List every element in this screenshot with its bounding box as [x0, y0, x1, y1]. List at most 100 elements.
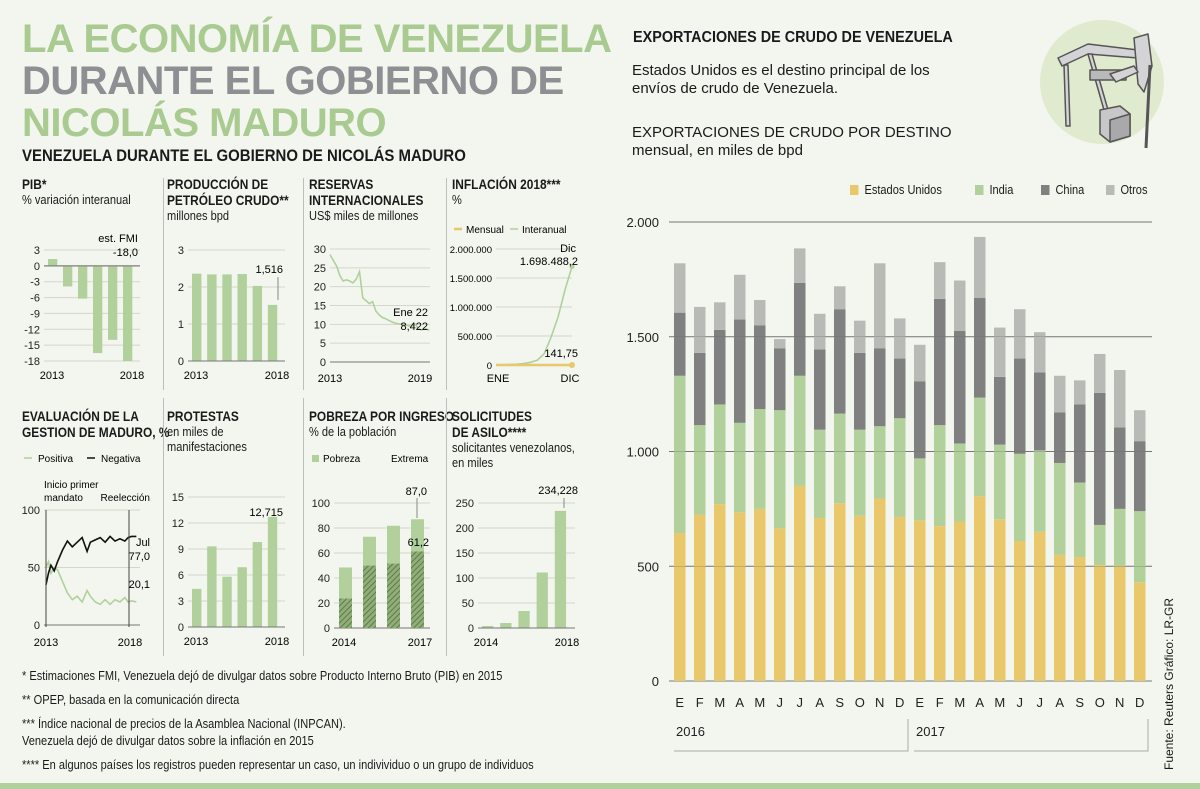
y-tick-label: 2.000: [626, 215, 659, 230]
x-tick-label: DIC: [561, 373, 580, 385]
y-tick-label: 500.000: [458, 332, 492, 343]
bar-segment-india: [1114, 508, 1126, 567]
x-tick-label: J: [777, 695, 784, 710]
panel-subtitle: US$ miles de millones: [309, 208, 419, 223]
legend-label: Positiva: [38, 454, 73, 465]
legend-label: Otros: [1120, 182, 1148, 197]
y-tick-label: 30: [314, 244, 326, 256]
bar-segment-otros: [994, 327, 1006, 377]
bar-segment-otros: [954, 280, 966, 332]
y-tick-label: 150: [456, 548, 474, 560]
bar-segment-estados-unidos: [674, 532, 686, 681]
infographic-title: LA ECONOMÍA DE VENEZUELA DURANTE EL GOBI…: [22, 18, 612, 144]
bar-segment-otros: [774, 339, 786, 349]
bar-segment-otros: [834, 286, 846, 310]
bar-segment-estados-unidos: [914, 520, 926, 681]
bar: [500, 623, 512, 628]
bar: [207, 546, 217, 627]
panel-title: PROTESTAS: [167, 408, 239, 424]
y-tick-label: 12: [172, 518, 184, 530]
legend-label: Estados Unidos: [864, 182, 942, 197]
bar-segment-otros: [934, 262, 946, 299]
line-negativa: [45, 535, 137, 585]
bar-segment-india: [674, 375, 686, 533]
bar-extrema: [363, 565, 376, 628]
y-tick-label: 3: [34, 245, 40, 257]
bar: [222, 274, 232, 361]
chart-subtitle: mensual, en miles de bpd: [632, 142, 803, 159]
bar-segment-china: [814, 349, 826, 430]
year-group-label: 2017: [916, 724, 945, 739]
bar-segment-india: [1074, 482, 1086, 558]
y-tick-label: 1.500: [626, 330, 659, 345]
panel-title-1: SOLICITUDES: [452, 408, 533, 424]
y-tick-label: 80: [318, 523, 330, 535]
x-tick-label: 2018: [265, 370, 289, 382]
y-tick-label: 15: [314, 301, 326, 313]
x-tick-label: A: [735, 695, 744, 710]
bar-segment-otros: [894, 318, 906, 359]
panel-subtitle-2: en miles: [452, 455, 494, 470]
annotation-value: 87,0: [406, 486, 427, 498]
bar-segment-china: [714, 329, 726, 405]
y-tick-label: 1: [178, 319, 184, 331]
panel-subtitle: % variación interanual: [22, 192, 131, 207]
chart-produccion: 0 1 2 3 2013 2018 1,516: [178, 245, 289, 382]
line-reservas: [329, 254, 430, 332]
panel-title-2: DE ASILO****: [452, 424, 527, 440]
panel-produccion: PRODUCCIÓN DE PETRÓLEO CRUDO** millones …: [167, 176, 310, 223]
x-tick-label: 2013: [184, 636, 208, 648]
bar-segment-otros: [674, 263, 686, 313]
bar-segment-india: [814, 429, 826, 519]
panel-title-2: INTERNACIONALES: [309, 192, 424, 208]
bar-segment-china: [894, 358, 906, 419]
infographic-subtitle: VENEZUELA DURANTE EL GOBIERNO DE NICOLÁS…: [22, 146, 466, 165]
bar-segment-india: [734, 422, 746, 513]
panel-inflacion: INFLACIÓN 2018*** %: [452, 176, 580, 207]
y-tick-label: 3: [178, 245, 184, 257]
y-tick-label: 0: [652, 674, 659, 689]
bar-segment-india: [1034, 450, 1046, 532]
bar-segment-otros: [814, 313, 826, 350]
y-tick-label: 50: [28, 563, 40, 575]
y-tick-label: 200: [456, 523, 474, 535]
bar-segment-india: [1054, 462, 1066, 555]
legend-item-china: China: [1041, 182, 1084, 197]
annotation: Jul: [136, 537, 150, 549]
bar-segment-india: [714, 404, 726, 505]
bar-segment-otros: [1074, 380, 1086, 405]
annotation-value: 1,516: [255, 264, 283, 276]
y-tick-label: 0: [34, 261, 40, 273]
bar-segment-india: [754, 409, 766, 509]
x-tick-label: F: [936, 695, 944, 710]
y-tick-label: 0: [468, 623, 474, 635]
legend-swatch: [1106, 184, 1115, 195]
x-tick-label: D: [895, 695, 904, 710]
y-tick-label: 5: [320, 338, 326, 350]
bar: [93, 265, 103, 354]
y-tick-label: 50: [462, 598, 474, 610]
bar-segment-china: [854, 352, 866, 430]
annotation-value: 12,715: [249, 507, 283, 519]
y-tick-label: 100: [456, 573, 474, 585]
x-tick-label: 2017: [408, 637, 432, 649]
bar-extrema: [387, 563, 400, 628]
panel-title-2: PETRÓLEO CRUDO**: [167, 192, 289, 208]
year-group-bracket: [914, 719, 1149, 752]
year-group-label: 2016: [676, 724, 705, 739]
annotation-value: 77,0: [129, 551, 150, 563]
bar-segment-estados-unidos: [774, 528, 786, 681]
chart-protestas: 0 3 6 9 12 15 2013 2018 12,715: [172, 492, 289, 648]
y-tick-label: 60: [318, 548, 330, 560]
y-tick-label: 40: [318, 573, 330, 585]
panel-pobreza: POBREZA POR INGRESO % de la población: [309, 408, 480, 439]
panel-title-1: PRODUCCIÓN DE: [167, 176, 269, 192]
bar-segment-india: [1094, 524, 1106, 566]
panel-reservas: RESERVAS INTERNACIONALES US$ miles de mi…: [309, 176, 444, 223]
bar-segment-estados-unidos: [754, 508, 766, 681]
bar-extrema: [339, 598, 352, 628]
x-tick-label: 2018: [265, 636, 289, 648]
bar-segment-india: [954, 443, 966, 522]
bar: [482, 626, 494, 628]
legend-swatch: [1041, 184, 1050, 195]
